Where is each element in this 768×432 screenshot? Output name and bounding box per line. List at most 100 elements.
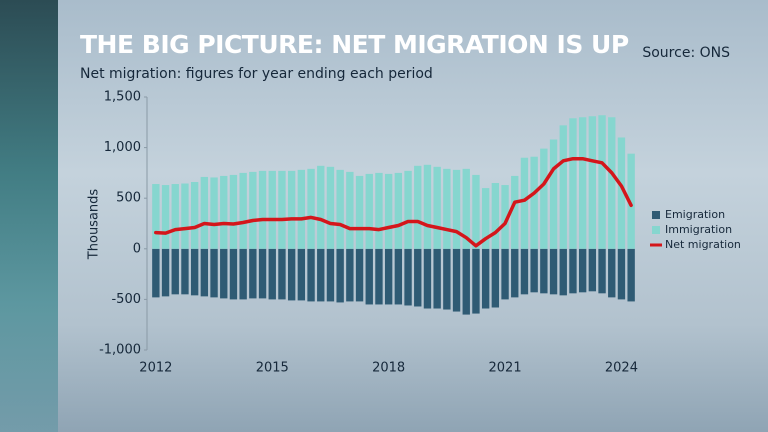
bar (229, 174, 238, 249)
bar (317, 165, 325, 249)
legend-swatch (652, 226, 660, 234)
bar (404, 248, 412, 306)
bar (549, 139, 558, 249)
bar (511, 248, 519, 298)
bar (569, 248, 577, 294)
bar (501, 248, 509, 300)
bar (472, 248, 480, 314)
bar (540, 248, 548, 294)
bar (530, 248, 538, 293)
chart-subtitle: Net migration: figures for year ending e… (80, 66, 433, 82)
bar (365, 248, 373, 305)
bar (617, 248, 626, 300)
bar (443, 248, 451, 310)
bar (569, 118, 577, 249)
bar (598, 248, 606, 294)
bar (443, 168, 451, 249)
y-axis-label: Thousands (87, 189, 102, 261)
legend-swatch (652, 211, 660, 219)
x-tick-label: 2018 (372, 361, 405, 376)
line (154, 156, 633, 248)
bar (171, 184, 179, 249)
bar (462, 248, 470, 315)
bar (549, 248, 558, 295)
bar (317, 248, 325, 302)
x-tick-label: 2012 (139, 361, 172, 376)
bar (452, 248, 461, 312)
x-tick-label: 2015 (256, 361, 289, 376)
bar (326, 166, 335, 249)
y-tick-label: 1,500 (104, 90, 141, 105)
bar (258, 248, 267, 299)
bar (598, 115, 606, 249)
bar (414, 165, 422, 249)
legend-label: Immigration (665, 223, 732, 236)
bar (423, 164, 432, 249)
bar (520, 248, 529, 295)
bar (540, 148, 548, 249)
bar (414, 248, 422, 307)
bar (297, 248, 306, 301)
bar (559, 248, 567, 296)
bar (268, 170, 276, 249)
bar (375, 172, 383, 249)
bar (161, 185, 170, 249)
bar (404, 170, 412, 249)
bar (384, 173, 393, 249)
bar (268, 248, 276, 300)
legend-label: Net migration (665, 238, 741, 251)
bar (394, 248, 403, 305)
bar (258, 170, 267, 249)
bar (190, 182, 199, 249)
bar (200, 248, 209, 297)
bar (355, 175, 364, 249)
x-tick-label: 2024 (605, 361, 638, 376)
bar (578, 248, 587, 293)
bar (433, 166, 441, 249)
bar (578, 117, 587, 249)
bar (287, 248, 296, 301)
bar (520, 157, 529, 249)
bar (161, 248, 170, 297)
bar (491, 183, 500, 249)
bar (346, 171, 354, 249)
bar (239, 172, 247, 249)
bar (384, 248, 393, 305)
bar (220, 248, 228, 299)
bar (452, 169, 461, 249)
bar (336, 248, 344, 303)
bar (394, 172, 403, 249)
bar (181, 183, 189, 249)
bar (481, 248, 490, 309)
bar (588, 248, 597, 292)
bar (307, 248, 315, 302)
bar (608, 248, 616, 298)
bar (210, 248, 218, 298)
bar (481, 188, 490, 249)
bar (336, 169, 344, 249)
bar (608, 117, 616, 249)
bar (511, 175, 519, 249)
bar (171, 248, 179, 295)
bar (375, 248, 383, 305)
bar (472, 174, 480, 249)
bar (588, 116, 597, 249)
bar (491, 248, 500, 308)
bar (287, 170, 296, 249)
bar (530, 156, 538, 249)
bar (365, 173, 373, 249)
bar (190, 248, 199, 296)
bar (627, 248, 635, 302)
bar (462, 168, 470, 249)
bar (200, 176, 209, 249)
y-tick-label: -500 (111, 292, 141, 307)
bar (278, 248, 286, 300)
bar (617, 137, 626, 249)
bar (627, 153, 635, 249)
bar (249, 171, 257, 249)
x-tick-label: 2021 (489, 361, 522, 376)
bar (423, 248, 432, 309)
y-tick-label: 1,000 (104, 140, 141, 155)
